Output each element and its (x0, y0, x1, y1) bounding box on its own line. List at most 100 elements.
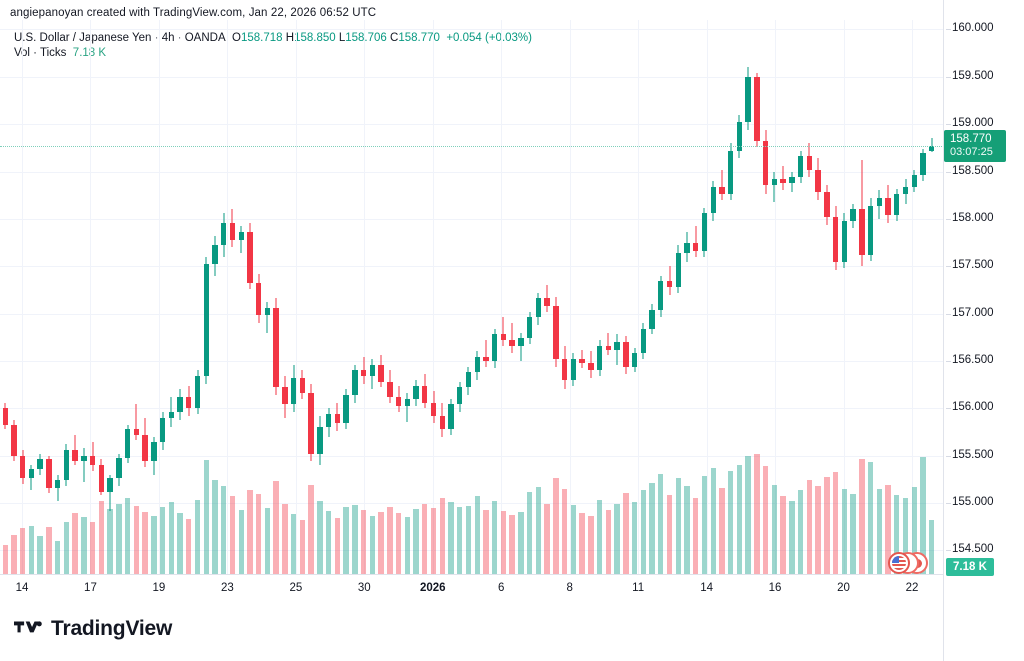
candlestick (640, 20, 646, 574)
volume-bar (684, 486, 690, 574)
candlestick (911, 20, 917, 574)
candlestick (20, 20, 26, 574)
time-axis-tick-label: 25 (289, 582, 303, 594)
price-axis-tick-mark (946, 29, 951, 31)
candle-body (780, 179, 786, 183)
price-axis-tick-mark (946, 266, 951, 268)
candle-body (867, 205, 874, 255)
candlestick (789, 20, 795, 574)
candle-body (920, 152, 926, 176)
volume-bar (256, 493, 262, 574)
tradingview-footer-logo[interactable]: TradingView (14, 618, 172, 639)
candlestick (343, 20, 349, 574)
candlestick (273, 20, 279, 574)
candlestick (553, 20, 559, 574)
candlestick (404, 20, 410, 574)
volume-bar (762, 466, 769, 574)
volume-bar (11, 535, 17, 574)
volume-bar (911, 487, 917, 574)
volume-bar (535, 487, 542, 574)
tradingview-brand-text: TradingView (51, 617, 173, 640)
volume-bar (378, 511, 384, 574)
volume-bar (596, 499, 603, 574)
candle-body (876, 198, 882, 206)
candle-body (509, 340, 515, 346)
volume-bar (623, 493, 629, 574)
horizontal-gridline (0, 76, 944, 78)
volume-bar (867, 461, 874, 574)
candle-wick (240, 226, 242, 253)
time-axis-tick-label: 23 (220, 582, 234, 594)
volume-bar (500, 511, 507, 574)
horizontal-gridline (0, 171, 944, 173)
candlestick (98, 20, 105, 574)
horizontal-gridline (0, 550, 944, 552)
candle-wick (109, 474, 111, 511)
candle-body (631, 353, 638, 367)
volume-bar (273, 481, 279, 574)
volume-bar (430, 508, 437, 574)
chart-plot-area[interactable] (0, 20, 944, 574)
candle-body (325, 413, 332, 428)
candlestick (719, 20, 725, 574)
vertical-gridline (843, 20, 845, 574)
volume-bar (221, 485, 227, 574)
currency-flag-pair-icon (888, 552, 932, 574)
price-axis[interactable]: 154.500 155.000 155.500 156.000 156.500 157.0… (943, 0, 1024, 661)
candle-body (771, 179, 778, 185)
candle-body (596, 345, 603, 371)
candle-body (518, 338, 524, 346)
legend-volume-value: 7.18 K (72, 47, 107, 59)
candlestick (605, 20, 612, 574)
candlestick (448, 20, 454, 574)
candle-body (378, 364, 384, 382)
candlestick (535, 20, 542, 574)
candlestick (518, 20, 524, 574)
candle-body (614, 341, 620, 350)
candlestick (2, 20, 8, 574)
legend-volume-row[interactable]: Vol · Ticks 7.18 K (14, 46, 532, 61)
vertical-gridline (22, 20, 23, 574)
candlestick (570, 20, 577, 574)
volume-bar (387, 506, 393, 574)
candle-body (640, 328, 646, 354)
time-axis[interactable]: 14 17 19 23 25 30 2026 6 8 11 14 16 20 22 (0, 574, 944, 601)
legend-volume-label: Vol · Ticks (14, 47, 67, 59)
volume-bar (63, 521, 70, 574)
candlestick (684, 20, 690, 574)
volume-bar (570, 505, 577, 574)
legend-interval[interactable]: 4h (161, 32, 175, 44)
candle-body (247, 232, 253, 284)
legend-low-value: 158.706 (345, 32, 387, 44)
candle-body (2, 408, 8, 426)
candle-wick (721, 169, 723, 200)
time-axis-tick-label: 8 (566, 582, 573, 594)
legend-exchange: OANDA (184, 32, 226, 44)
volume-bar (369, 515, 376, 574)
candle-body (299, 377, 306, 394)
legend-symbol-row[interactable]: U.S. Dollar / Japanese Yen · 4h · OANDA … (14, 31, 532, 46)
candle-body (492, 334, 498, 361)
candle-body (605, 345, 612, 350)
volume-bar (631, 502, 638, 574)
candle-body (430, 402, 437, 416)
price-axis-tick-mark (946, 455, 951, 457)
volume-bar (413, 508, 419, 574)
candle-body (929, 145, 935, 151)
candle-wick (485, 340, 487, 367)
volume-value-badge[interactable]: 7.18 K (946, 558, 994, 576)
vertical-gridline (569, 20, 571, 574)
horizontal-gridline (0, 408, 944, 410)
candle-body (666, 281, 673, 288)
candlestick (212, 20, 218, 574)
candlestick (867, 20, 874, 574)
candle-wick (520, 332, 522, 361)
legend-symbol[interactable]: U.S. Dollar / Japanese Yen (14, 32, 152, 44)
candle-body (832, 216, 839, 263)
candle-body (98, 465, 105, 492)
candle-body (229, 222, 236, 240)
candlestick (771, 20, 778, 574)
candlestick (544, 20, 550, 574)
volume-bar (483, 509, 489, 574)
current-price-badge[interactable]: 158.770 03:07:25 (944, 129, 1006, 162)
